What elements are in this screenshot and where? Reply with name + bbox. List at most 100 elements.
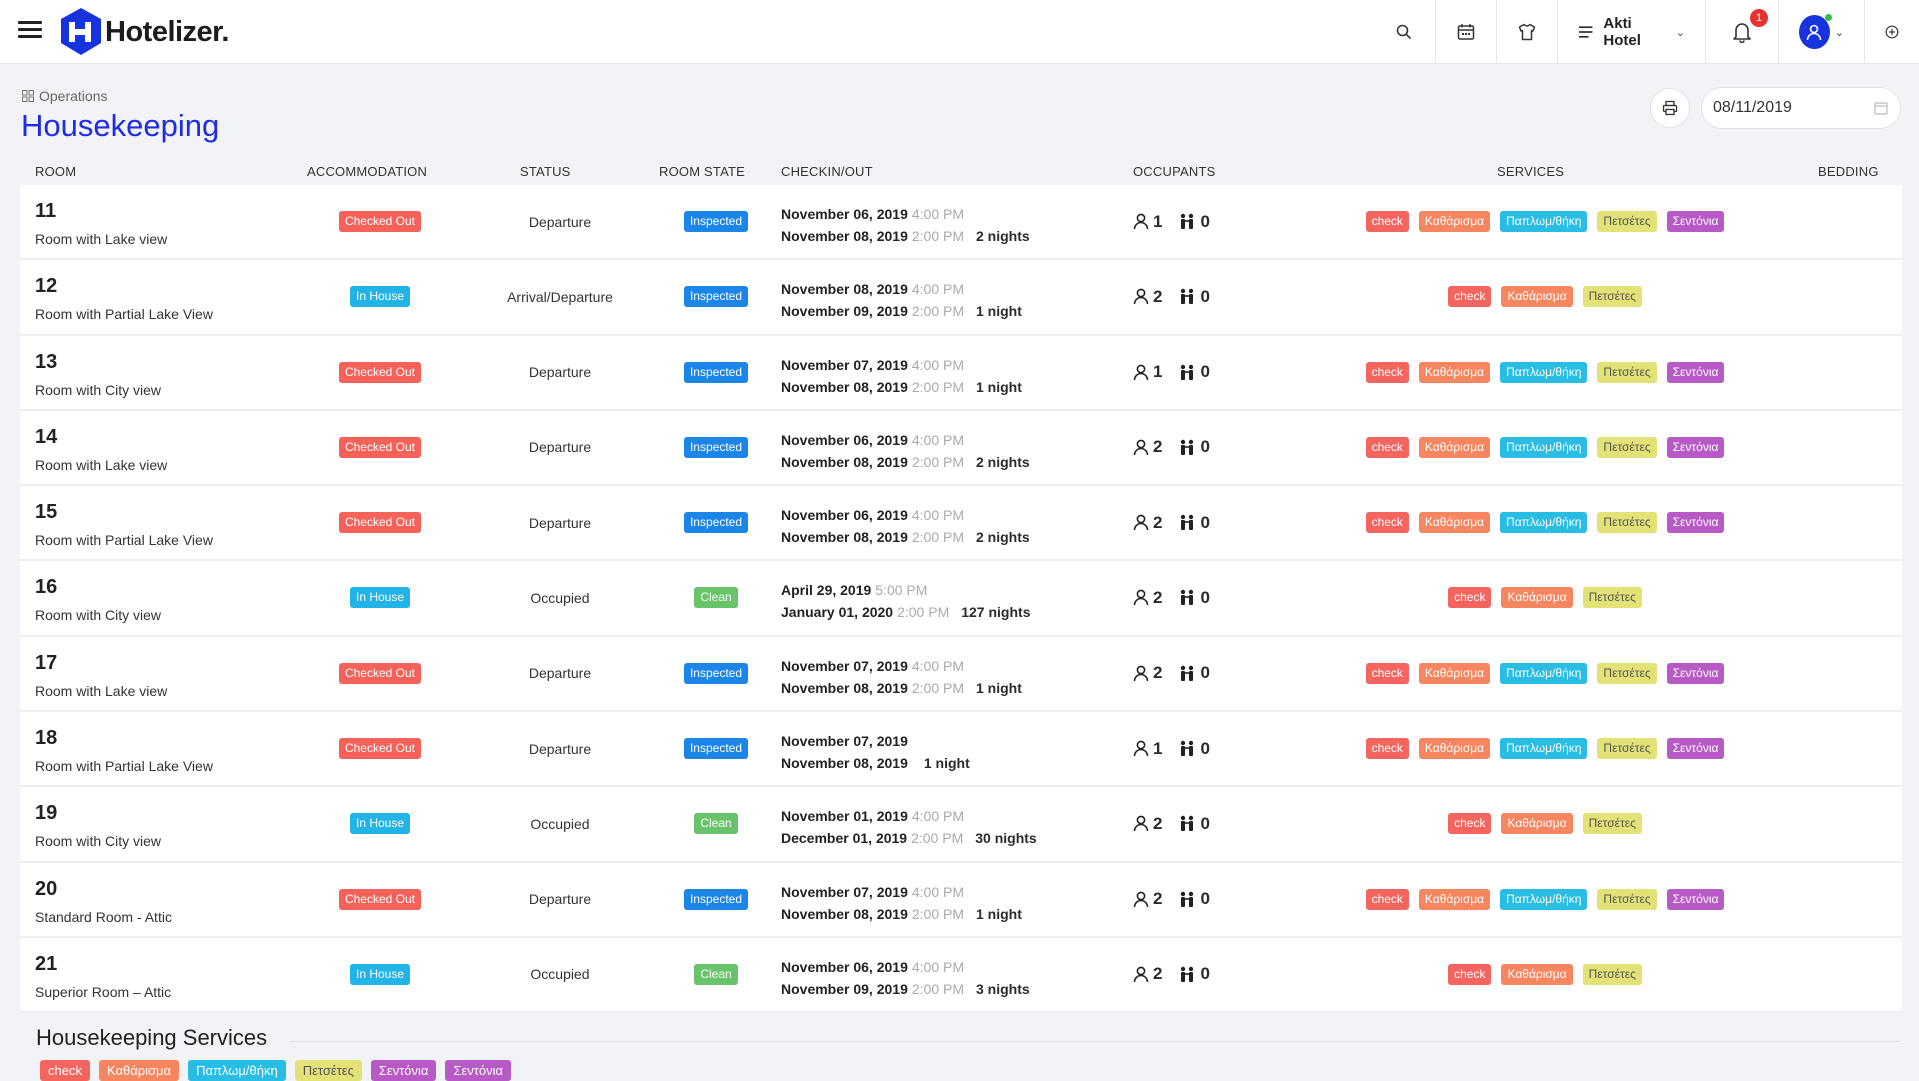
menu-icon[interactable] [18, 21, 42, 41]
service-tag[interactable]: Πετσέτες [1597, 361, 1657, 383]
service-tag[interactable]: Σεντόνια [1666, 888, 1725, 910]
col-room-state[interactable]: ROOM STATE [659, 164, 746, 179]
room-state-badge[interactable]: Inspected [683, 512, 749, 534]
service-legend-tag[interactable]: Παπλωμ/θήκη [188, 1060, 286, 1081]
calendar-button[interactable] [1435, 0, 1496, 64]
service-tag[interactable]: check [1448, 963, 1492, 985]
col-bedding[interactable]: BEDDING [1818, 164, 1879, 179]
user-menu[interactable]: ⌄ [1778, 0, 1864, 64]
service-tag[interactable]: check [1365, 361, 1409, 383]
table-row[interactable]: 13 Room with City view Checked Out Depar… [20, 335, 1902, 411]
service-tag[interactable]: Σεντόνια [1666, 436, 1725, 458]
room-state-badge[interactable]: Inspected [683, 738, 749, 760]
service-tag[interactable]: Καθάρισμα [1418, 888, 1491, 910]
notifications-button[interactable]: 1 [1705, 0, 1778, 64]
service-tag[interactable]: Πετσέτες [1597, 436, 1657, 458]
room-state-badge[interactable]: Inspected [683, 436, 749, 458]
service-tag[interactable]: check [1365, 436, 1409, 458]
service-tag[interactable]: check [1448, 587, 1492, 609]
service-tag[interactable]: Πετσέτες [1597, 738, 1657, 760]
service-legend-tag[interactable]: Καθάρισμα [98, 1060, 180, 1081]
checkin-out: November 06, 2019 4:00 PM November 08, 20… [781, 504, 1030, 548]
col-room[interactable]: ROOM [35, 164, 77, 179]
col-occupants[interactable]: OCCUPANTS [1133, 164, 1216, 179]
service-tag[interactable]: Παπλωμ/θήκη [1500, 512, 1588, 534]
breadcrumb[interactable]: Operations [22, 88, 107, 104]
table-row[interactable]: 16 Room with City view In House Occupied… [20, 561, 1902, 637]
service-tag[interactable]: Σεντόνια [1666, 512, 1725, 534]
service-legend-tag[interactable]: Πετσέτες [294, 1060, 362, 1081]
table-row[interactable]: 15 Room with Partial Lake View Checked O… [20, 486, 1902, 562]
table-row[interactable]: 21 Superior Room – Attic In House Occupi… [20, 937, 1902, 1014]
service-tag[interactable]: check [1448, 813, 1492, 835]
service-tag[interactable]: check [1365, 738, 1409, 760]
room-state-badge[interactable]: Inspected [683, 211, 749, 232]
service-tag[interactable]: Καθάρισμα [1418, 361, 1491, 383]
service-tag[interactable]: Πετσέτες [1597, 211, 1657, 232]
date-picker[interactable] [1701, 87, 1901, 129]
service-tag[interactable]: Καθάρισμα [1418, 211, 1491, 232]
room-number: 21 [35, 952, 58, 975]
service-tag[interactable]: check [1365, 512, 1409, 534]
table-row[interactable]: 18 Room with Partial Lake View Checked O… [20, 712, 1902, 788]
service-legend-tag[interactable]: Σεντόνια [445, 1060, 512, 1081]
col-services[interactable]: SERVICES [1497, 164, 1565, 179]
service-legend-tag[interactable]: check [40, 1060, 90, 1081]
service-tag[interactable]: Παπλωμ/θήκη [1500, 211, 1588, 232]
table-row[interactable]: 20 Standard Room - Attic Checked Out Dep… [20, 862, 1902, 938]
service-tag[interactable]: check [1365, 211, 1409, 232]
service-tag[interactable]: Παπλωμ/θήκη [1500, 888, 1588, 910]
service-tag[interactable]: Καθάρισμα [1418, 738, 1491, 760]
service-tag[interactable]: check [1448, 286, 1492, 308]
service-tag[interactable]: Καθάρισμα [1501, 813, 1573, 835]
logo[interactable]: Hotelizer. [58, 6, 229, 58]
room-state-badge[interactable]: Clean [694, 587, 738, 609]
service-tag[interactable]: Καθάρισμα [1501, 963, 1573, 985]
service-tag[interactable]: Πετσέτες [1582, 286, 1642, 308]
service-tag[interactable]: Πετσέτες [1597, 662, 1657, 684]
service-tag[interactable]: Πετσέτες [1582, 587, 1642, 609]
service-tag[interactable]: Παπλωμ/θήκη [1500, 436, 1588, 458]
service-legend-tag[interactable]: Σεντόνια [370, 1060, 437, 1081]
service-tag[interactable]: Καθάρισμα [1418, 436, 1491, 458]
print-button[interactable] [1650, 88, 1690, 128]
table-row[interactable]: 17 Room with Lake view Checked Out Depar… [20, 636, 1902, 713]
table-row[interactable]: 14 Room with Lake view Checked Out Depar… [20, 410, 1902, 487]
room-state-badge[interactable]: Inspected [683, 286, 749, 308]
room-state-badge[interactable]: Clean [694, 963, 738, 985]
calendar-icon[interactable] [1874, 101, 1888, 115]
service-tag[interactable]: Πετσέτες [1582, 813, 1642, 835]
col-accommodation[interactable]: ACCOMMODATION [307, 164, 428, 179]
service-tag[interactable]: Πετσέτες [1597, 512, 1657, 534]
service-tag[interactable]: Παπλωμ/θήκη [1500, 662, 1588, 684]
service-tag[interactable]: Σεντόνια [1666, 738, 1725, 760]
service-tag[interactable]: Καθάρισμα [1418, 662, 1491, 684]
date-field[interactable] [1713, 99, 1863, 117]
service-tag[interactable]: Σεντόνια [1666, 662, 1725, 684]
col-status[interactable]: STATUS [520, 164, 571, 179]
hotel-selector[interactable]: Akti Hotel ⌄ [1557, 0, 1705, 64]
col-checkinout[interactable]: CHECKIN/OUT [781, 164, 873, 179]
service-tag[interactable]: Παπλωμ/θήκη [1500, 738, 1588, 760]
grid-icon [22, 90, 34, 102]
service-tag[interactable]: Παπλωμ/θήκη [1500, 361, 1588, 383]
room-state-badge[interactable]: Inspected [683, 662, 749, 684]
service-tag[interactable]: Πετσέτες [1597, 888, 1657, 910]
service-tag[interactable]: Σεντόνια [1666, 211, 1725, 232]
add-button[interactable] [1864, 0, 1919, 64]
service-tag[interactable]: check [1365, 662, 1409, 684]
table-row[interactable]: 11 Room with Lake view Checked Out Depar… [20, 185, 1902, 261]
service-tag[interactable]: Καθάρισμα [1501, 286, 1573, 308]
table-row[interactable]: 19 Room with City view In House Occupied… [20, 787, 1902, 863]
room-state-badge[interactable]: Clean [694, 813, 738, 835]
search-button[interactable] [1373, 0, 1435, 64]
table-row[interactable]: 12 Room with Partial Lake View In House … [20, 260, 1902, 336]
room-state-badge[interactable]: Inspected [683, 361, 749, 383]
room-state-badge[interactable]: Inspected [683, 888, 749, 910]
service-tag[interactable]: Πετσέτες [1582, 963, 1642, 985]
service-tag[interactable]: check [1365, 888, 1409, 910]
service-tag[interactable]: Σεντόνια [1666, 361, 1725, 383]
service-tag[interactable]: Καθάρισμα [1501, 587, 1573, 609]
housekeeping-button[interactable] [1496, 0, 1557, 64]
service-tag[interactable]: Καθάρισμα [1418, 512, 1491, 534]
